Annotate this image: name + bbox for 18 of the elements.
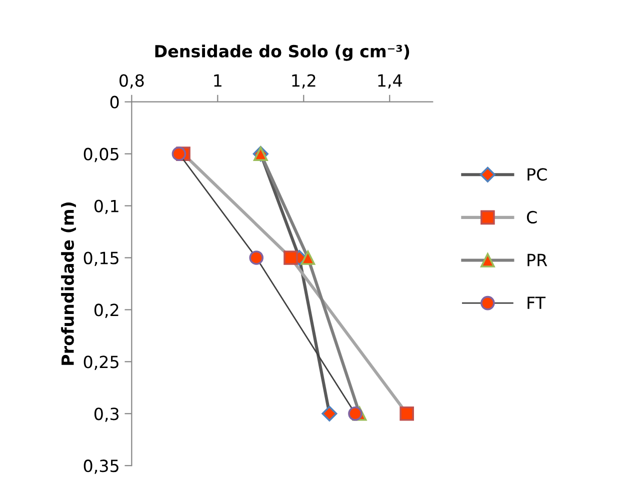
y-tick-label: 0 — [110, 96, 119, 108]
y-tick-label: 0,15 — [84, 252, 118, 266]
x-tick-label: 1 — [214, 74, 222, 87]
x-tick-label: 0,8 — [120, 74, 144, 89]
y-tick-label: 0,2 — [94, 304, 118, 318]
y-tick-label: 0,35 — [84, 460, 118, 474]
legend-label: PC — [528, 168, 547, 181]
legend-label: FT — [528, 296, 546, 309]
x-tick-label: 1,2 — [292, 74, 316, 89]
legend-label: PR — [528, 254, 548, 266]
y-tick-label: 0,05 — [84, 148, 118, 162]
legend-label: C — [526, 210, 537, 224]
x-tick-label: 1,4 — [378, 74, 402, 89]
y-tick-label: 0,25 — [84, 356, 118, 370]
x-axis-title: Densidade do Solo (g cm⁻³) — [155, 44, 410, 61]
y-tick-label: 0,3 — [94, 408, 119, 422]
y-axis-title: Profundidade (m) — [61, 202, 76, 365]
y-tick-label: 0,1 — [94, 200, 118, 214]
